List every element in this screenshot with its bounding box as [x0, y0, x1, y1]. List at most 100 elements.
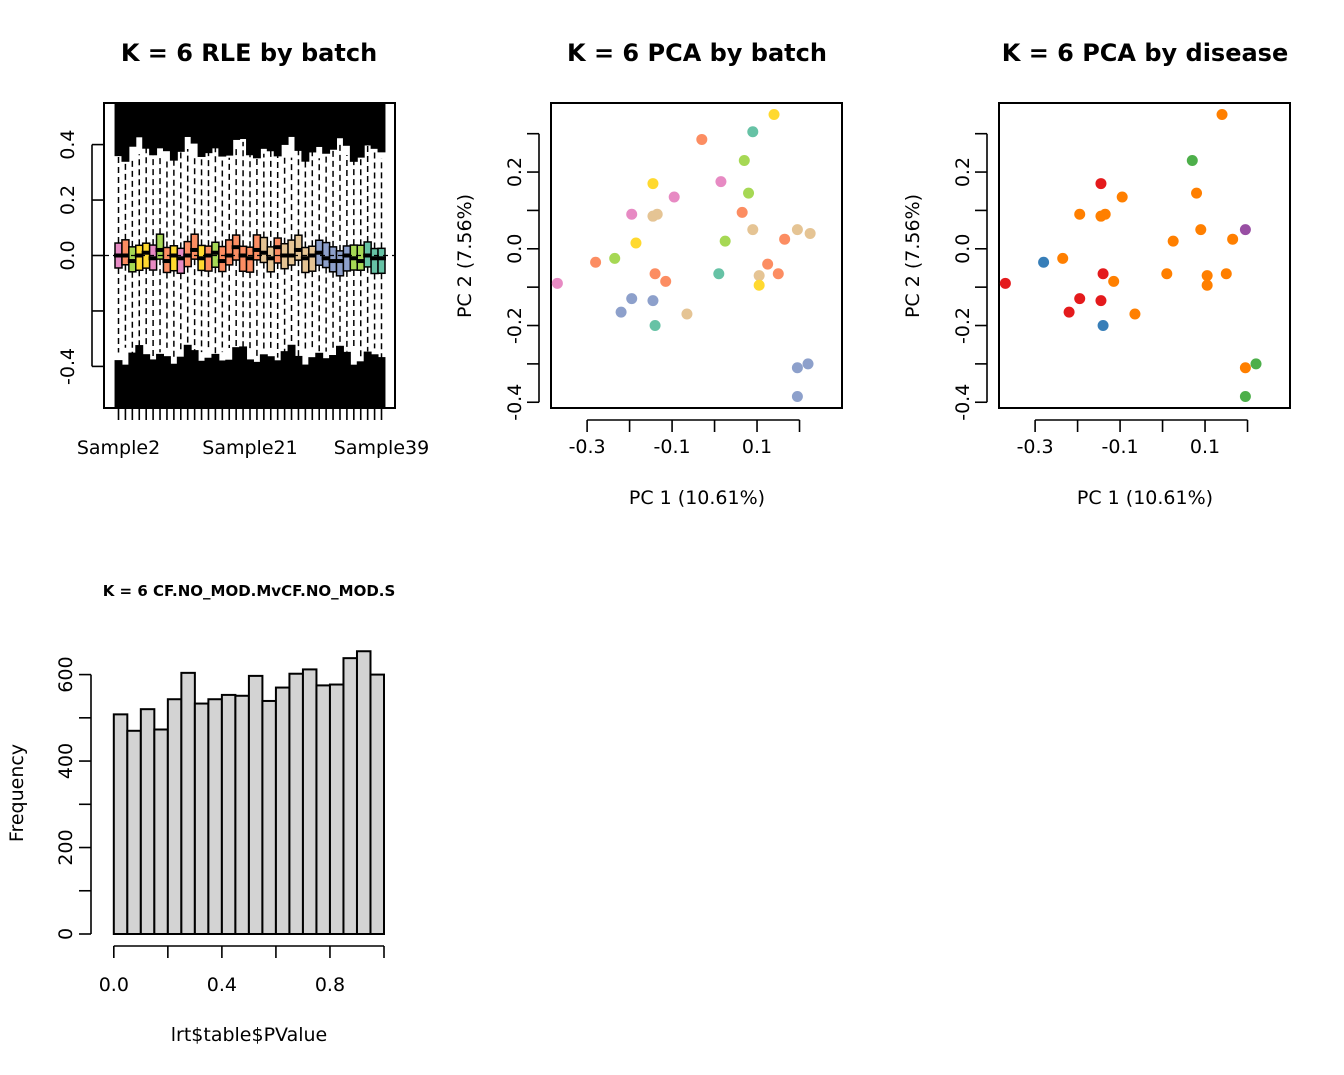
- rle-outlier-top: [204, 103, 213, 154]
- pca-batch-panel: K = 6 PCA by batch -0.3 -0.1 0.1 -0.4 -0.2 0…: [454, 39, 843, 509]
- histogram-title: K = 6 CF.NO_MOD.MvCF.NO_MOD.S: [103, 582, 396, 600]
- pca-disease-point: [1216, 109, 1228, 121]
- pca-disease-y-tick-label: 0.2: [952, 157, 974, 187]
- pca-disease-point: [1227, 233, 1239, 245]
- pca-batch-point: [747, 224, 759, 236]
- rle-outlier-bottom: [190, 350, 199, 408]
- rle-outlier-bottom: [363, 351, 372, 408]
- histogram-bar: [193, 702, 210, 936]
- rle-box: [377, 247, 386, 275]
- histogram-bar: [261, 699, 277, 936]
- rle-outlier-bottom: [197, 360, 206, 408]
- rle-x-tick-label: Sample2: [77, 437, 160, 459]
- pca-disease-plot-frame: [998, 102, 1291, 409]
- pca-batch-point: [626, 208, 638, 220]
- rle-outlier-top: [377, 103, 386, 153]
- rle-box: [176, 247, 186, 275]
- histogram-bar: [301, 668, 318, 936]
- pca-batch-x-tick-label: -0.3: [569, 436, 606, 458]
- rle-outlier-bottom: [266, 356, 275, 408]
- rle-box: [252, 234, 262, 261]
- pca-disease-point: [1201, 279, 1213, 291]
- pca-disease-point: [1239, 390, 1251, 402]
- pca-batch-point: [681, 308, 693, 320]
- rle-outlier-top: [266, 103, 275, 152]
- rle-outlier-bottom: [114, 360, 123, 408]
- rle-outlier-bottom: [176, 356, 185, 408]
- histogram-bar: [315, 684, 331, 935]
- rle-outlier-top: [114, 103, 123, 157]
- histogram-bar: [139, 708, 156, 935]
- rle-outlier-top: [225, 103, 234, 156]
- pca-batch-point: [630, 237, 642, 249]
- pca-disease-point: [1129, 308, 1141, 320]
- pca-batch-point: [804, 227, 816, 239]
- rle-outlier-top: [363, 103, 372, 146]
- rle-outlier-top: [280, 103, 289, 145]
- pca-disease-x-tick-label: -0.3: [1017, 436, 1054, 458]
- rle-y-axis: -0.4 0.0 0.2 0.4: [57, 129, 104, 385]
- histogram-x-label: lrt$table$PValue: [171, 1024, 327, 1046]
- pca-batch-y-tick-label: 0.2: [504, 157, 526, 187]
- pca-disease-point: [1186, 155, 1198, 167]
- pca-batch-point: [615, 306, 627, 318]
- rle-box: [204, 245, 213, 272]
- rle-boxes: [104, 103, 395, 408]
- rle-outlier-top: [329, 103, 338, 150]
- rle-box: [308, 245, 317, 272]
- histogram-bar: [342, 657, 358, 935]
- pca-batch-y-tick-label: -0.2: [504, 307, 526, 344]
- rle-outlier-top: [356, 103, 365, 158]
- pca-disease-point: [1239, 224, 1251, 236]
- histogram-bar: [247, 674, 264, 936]
- histogram-bar: [355, 650, 372, 935]
- rle-outlier-bottom: [183, 344, 192, 408]
- rle-outliers-bottom: [114, 344, 386, 408]
- pca-disease-y-tick-label: -0.2: [952, 307, 974, 344]
- rle-outlier-bottom: [169, 363, 178, 408]
- rle-box: [356, 244, 365, 271]
- rle-outlier-bottom: [287, 344, 296, 408]
- rle-outlier-top: [135, 103, 144, 138]
- pca-batch-point: [719, 235, 731, 247]
- rle-box: [370, 247, 379, 275]
- pca-batch-point: [753, 270, 765, 282]
- rle-outlier-bottom: [162, 356, 171, 408]
- rle-outlier-bottom: [322, 358, 331, 408]
- pca-batch-point: [649, 268, 661, 280]
- pca-disease-point: [1074, 208, 1086, 220]
- rle-outlier-top: [315, 103, 324, 147]
- pca-batch-point: [779, 233, 791, 245]
- rle-y-tick-label: 0.4: [57, 129, 79, 159]
- histogram-y-tick-label: 400: [55, 743, 77, 779]
- pca-batch-point: [649, 320, 661, 332]
- pca-disease-point: [1201, 270, 1213, 282]
- pca-disease-y-tick-label: 0.0: [952, 234, 974, 264]
- pca-disease-point: [1239, 362, 1251, 374]
- pca-batch-point: [713, 268, 725, 280]
- rle-outlier-top: [190, 103, 199, 144]
- rle-chart-title: K = 6 RLE by batch: [121, 39, 377, 67]
- rle-outlier-top: [211, 103, 220, 149]
- pca-batch-point: [738, 155, 750, 167]
- histogram-bar: [166, 698, 183, 936]
- rle-outlier-top: [246, 103, 254, 156]
- pca-batch-point: [715, 176, 727, 188]
- histogram-bar: [220, 693, 237, 935]
- histogram-y-axis: 0 200 400 600: [55, 656, 92, 940]
- histogram-x-axis: 0.0 0.4 0.8: [99, 945, 385, 996]
- rle-outlier-bottom: [273, 360, 282, 408]
- rle-outlier-bottom: [239, 346, 248, 408]
- pca-batch-point: [772, 268, 784, 280]
- rle-outlier-bottom: [259, 354, 268, 408]
- pca-batch-point: [802, 358, 814, 370]
- pca-batch-x-tick-label: -0.1: [654, 436, 691, 458]
- rle-outlier-bottom: [211, 353, 220, 408]
- pca-batch-point: [647, 295, 659, 307]
- rle-outlier-top: [301, 103, 310, 162]
- pca-disease-x-tick-label: 0.1: [1190, 436, 1220, 458]
- rle-outlier-bottom: [149, 359, 158, 408]
- pca-batch-point: [651, 208, 663, 220]
- pca-batch-title: K = 6 PCA by batch: [567, 39, 827, 67]
- pca-disease-point: [1167, 235, 1179, 247]
